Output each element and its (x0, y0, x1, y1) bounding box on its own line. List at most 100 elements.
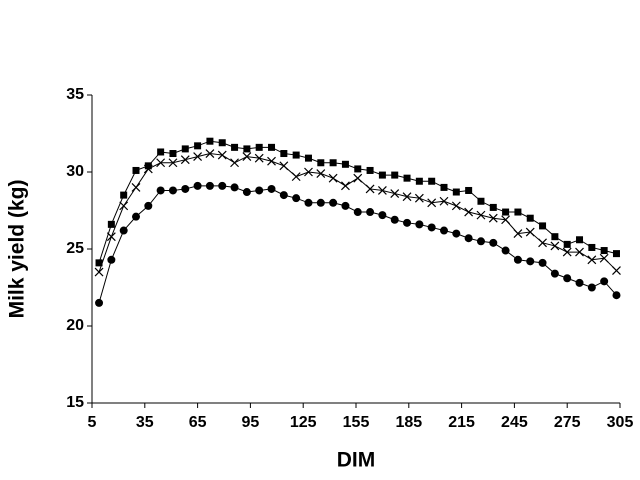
marker (193, 152, 203, 162)
marker (304, 154, 312, 162)
marker (366, 208, 375, 217)
marker (267, 184, 276, 193)
marker (291, 172, 301, 182)
marker (292, 151, 300, 159)
marker (304, 167, 313, 177)
marker (341, 181, 350, 191)
marker (488, 213, 498, 223)
marker (600, 247, 608, 255)
marker (230, 158, 239, 168)
series-line (98, 185, 617, 304)
marker (267, 156, 276, 166)
marker (489, 203, 497, 211)
marker (255, 143, 263, 151)
y-tick-label: 25 (66, 240, 84, 257)
y-tick-label: 15 (66, 394, 84, 411)
y-tick-label: 35 (66, 86, 84, 103)
marker (427, 223, 436, 232)
marker (144, 162, 152, 170)
marker (612, 291, 621, 300)
marker (612, 266, 621, 275)
marker (452, 188, 460, 196)
marker (304, 198, 313, 207)
marker (514, 208, 522, 216)
marker (243, 145, 251, 153)
marker (279, 161, 289, 171)
marker (513, 255, 522, 264)
marker (575, 247, 584, 257)
marker (316, 198, 325, 207)
marker (328, 173, 338, 183)
marker (501, 215, 511, 225)
marker (427, 198, 437, 208)
marker (193, 181, 202, 190)
marker (452, 229, 461, 238)
marker (440, 226, 448, 235)
marker (132, 212, 140, 221)
marker (205, 149, 215, 158)
x-tick-label: 305 (607, 414, 634, 431)
marker (329, 198, 338, 207)
marker (600, 277, 609, 286)
y-tick-label: 30 (66, 163, 84, 180)
marker (366, 166, 374, 174)
marker (599, 253, 609, 263)
marker (538, 238, 547, 248)
y-tick-label: 20 (66, 317, 84, 334)
y-axis-label: Milk yield (kg) (6, 180, 29, 319)
marker (391, 171, 399, 179)
marker (563, 240, 571, 248)
marker (476, 237, 485, 246)
marker (119, 201, 129, 211)
marker (205, 181, 214, 190)
marker (414, 193, 424, 203)
marker (94, 267, 104, 277)
marker (168, 158, 178, 168)
marker (415, 177, 423, 185)
marker (562, 247, 572, 257)
marker (476, 210, 486, 220)
marker (169, 150, 177, 158)
marker (317, 159, 325, 167)
marker (378, 171, 386, 179)
marker (230, 183, 239, 192)
marker (365, 184, 375, 194)
x-tick-label: 185 (395, 414, 422, 431)
marker (194, 142, 202, 150)
marker (378, 211, 387, 220)
x-tick-label: 155 (343, 414, 370, 431)
marker (181, 145, 189, 153)
marker (465, 186, 473, 194)
x-axis-label: DIM (337, 449, 376, 472)
marker (377, 186, 387, 195)
marker (95, 259, 103, 267)
marker (354, 165, 362, 173)
marker (415, 220, 424, 229)
marker (440, 183, 448, 191)
marker (526, 257, 535, 266)
x-tick-label: 65 (189, 414, 207, 431)
marker (132, 166, 140, 174)
marker (95, 298, 104, 307)
marker (316, 169, 326, 178)
marker (551, 233, 559, 241)
x-tick-label: 125 (290, 414, 317, 431)
marker (477, 197, 485, 205)
marker (587, 283, 596, 292)
marker (403, 174, 411, 182)
marker (156, 158, 166, 168)
x-tick-label: 95 (242, 414, 260, 431)
marker (156, 186, 165, 195)
marker (451, 201, 461, 211)
marker (218, 181, 227, 190)
marker (254, 153, 264, 163)
marker (588, 243, 596, 251)
marker (390, 189, 400, 198)
marker (539, 222, 547, 230)
marker (279, 191, 288, 200)
x-tick-label: 215 (448, 414, 475, 431)
marker (168, 186, 177, 195)
marker (217, 150, 227, 160)
marker (464, 234, 473, 243)
